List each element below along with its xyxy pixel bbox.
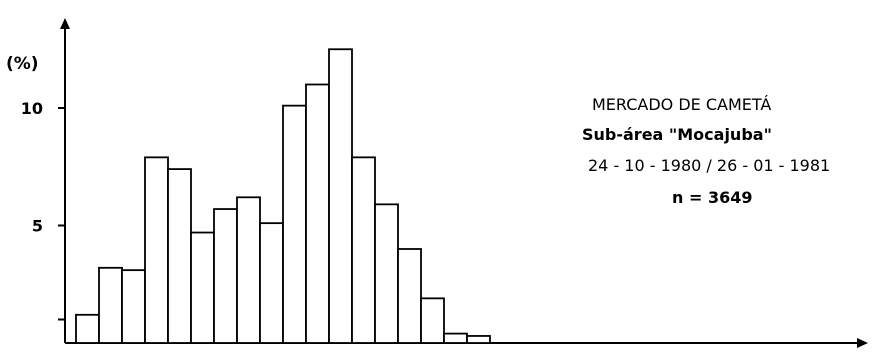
annotation-sample-size: n = 3649 bbox=[672, 188, 753, 207]
y-axis-ticks: 5 10 bbox=[21, 99, 65, 321]
histogram-bar bbox=[167, 168, 192, 344]
histogram-bar bbox=[213, 208, 238, 344]
bar-series bbox=[75, 48, 491, 344]
histogram-bar bbox=[121, 269, 146, 344]
histogram-bar bbox=[305, 83, 330, 344]
histogram-bar bbox=[98, 266, 123, 344]
histogram-bar bbox=[190, 231, 215, 344]
histogram-bar bbox=[328, 48, 353, 344]
histogram-bar bbox=[282, 104, 307, 344]
histogram-bar bbox=[374, 203, 399, 344]
histogram-bar bbox=[75, 313, 100, 344]
annotation-subarea: Sub-área "Mocajuba" bbox=[582, 125, 772, 144]
histogram-bar bbox=[144, 156, 169, 344]
x-axis-arrow bbox=[857, 338, 868, 348]
histogram-bar bbox=[397, 248, 422, 344]
histogram-bar bbox=[236, 196, 261, 344]
y-tick-label: 10 bbox=[21, 99, 43, 118]
histogram-bar bbox=[420, 297, 445, 344]
histogram-bar bbox=[259, 222, 284, 344]
annotation-market: MERCADO DE CAMETÁ bbox=[592, 95, 772, 114]
histogram-bar bbox=[443, 332, 468, 344]
annotation-period: 24 - 10 - 1980 / 26 - 01 - 1981 bbox=[588, 156, 831, 175]
y-tick-label: 5 bbox=[32, 217, 43, 236]
y-axis-label: (%) bbox=[6, 54, 39, 74]
histogram-bar bbox=[466, 335, 491, 344]
y-axis-arrow bbox=[60, 18, 70, 29]
histogram-bar bbox=[351, 156, 376, 344]
